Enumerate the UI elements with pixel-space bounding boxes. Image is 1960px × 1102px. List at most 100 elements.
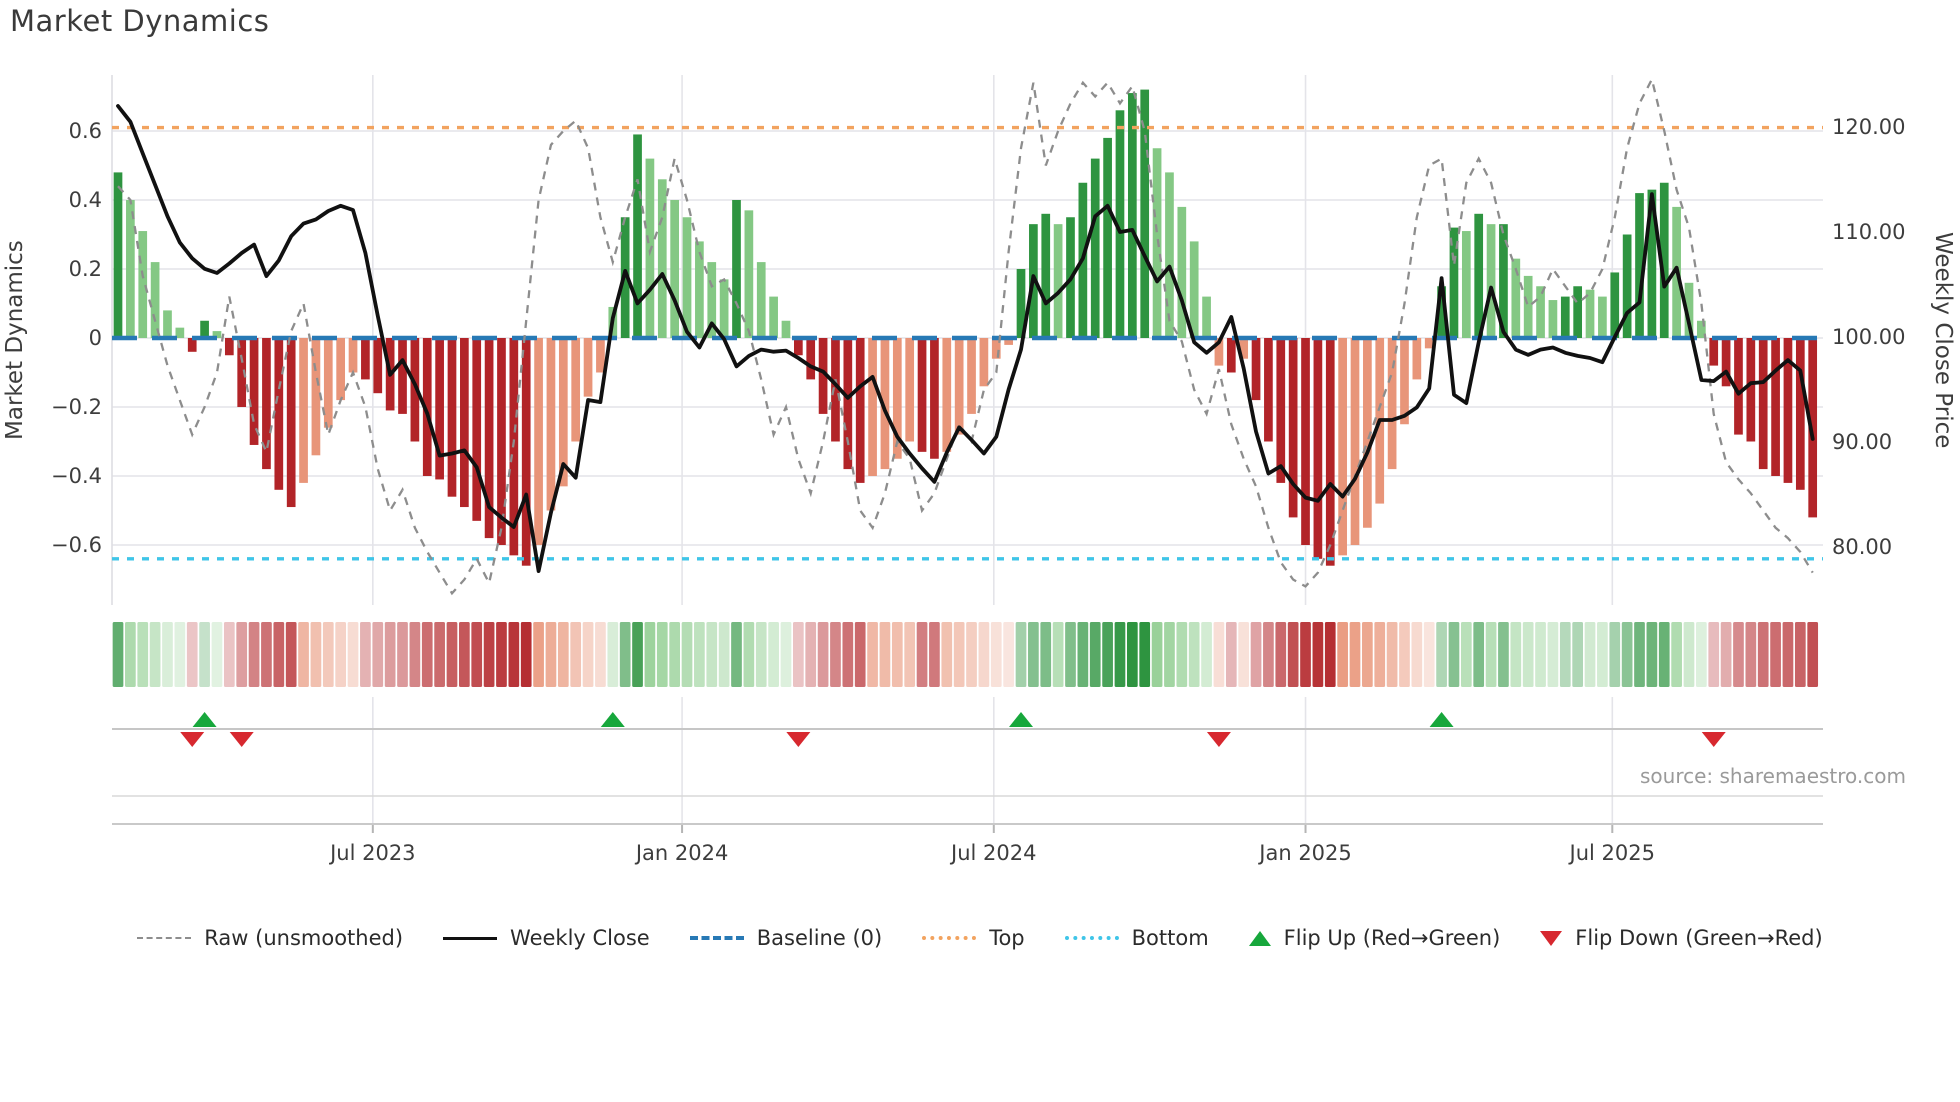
heatmap-cell xyxy=(656,622,668,687)
oscillator-bar xyxy=(534,338,543,545)
heatmap-cell xyxy=(595,622,606,687)
oscillator-bar xyxy=(1226,338,1236,373)
oscillator-bar xyxy=(1412,338,1422,380)
heatmap-cell xyxy=(768,622,779,687)
oscillator-bar xyxy=(336,338,346,401)
flip-up-marker xyxy=(600,712,625,727)
oscillator-bar xyxy=(237,338,247,407)
heatmap-cell xyxy=(681,622,693,687)
heatmap-cell xyxy=(582,622,594,687)
left-axis-title: Market Dynamics xyxy=(2,240,28,440)
heatmap-cell xyxy=(236,622,248,687)
oscillator-bar xyxy=(1004,338,1013,345)
oscillator-bar xyxy=(484,338,494,539)
heatmap-cell xyxy=(731,622,742,687)
heatmap-cell xyxy=(966,622,977,687)
oscillator-bar xyxy=(868,338,877,476)
oscillator-bar xyxy=(1709,338,1719,366)
heatmap-cell xyxy=(879,622,891,687)
heatmap-cell xyxy=(1077,622,1089,687)
heatmap-cell xyxy=(743,622,755,687)
heatmap-cell xyxy=(1733,622,1744,687)
oscillator-bar xyxy=(781,320,791,338)
oscillator-bar xyxy=(855,338,865,483)
heatmap-cell xyxy=(1745,622,1757,687)
heatmap-cell xyxy=(694,622,705,687)
oscillator-bar xyxy=(1511,258,1521,338)
oscillator-bar xyxy=(744,210,754,338)
heatmap-cell xyxy=(718,622,730,687)
heatmap-cell xyxy=(310,622,322,687)
heatmap-cell xyxy=(1782,622,1794,687)
heatmap-cell xyxy=(1213,622,1225,687)
flip-markers xyxy=(180,712,1726,747)
top-line-icon xyxy=(922,936,977,940)
heatmap-cell xyxy=(112,622,124,687)
oscillator-bar xyxy=(224,338,234,356)
flip-down-marker xyxy=(786,732,811,747)
heatmap-cell xyxy=(854,622,866,687)
x-tick-label: Jan 2025 xyxy=(1257,841,1352,865)
oscillator-bar xyxy=(1808,338,1818,518)
left-tick-label: −0.6 xyxy=(51,533,102,557)
heatmap-cell xyxy=(1423,622,1435,687)
legend-label-raw: Raw (unsmoothed) xyxy=(204,926,404,950)
oscillator-bar xyxy=(682,217,692,338)
oscillator-bar xyxy=(1115,110,1125,338)
heatmap-cell xyxy=(174,622,186,687)
heatmap-cell xyxy=(817,622,829,687)
heatmap-cell xyxy=(570,622,582,687)
heatmap-cell xyxy=(446,622,458,687)
heatmap-cell xyxy=(941,622,953,687)
oscillator-bar xyxy=(1585,289,1595,338)
right-tick-label: 100.00 xyxy=(1832,325,1905,349)
legend-label-flip-down: Flip Down (Green→Red) xyxy=(1575,926,1823,950)
oscillator-bar xyxy=(1214,338,1224,366)
oscillator-bar xyxy=(299,338,308,483)
oscillator-bar xyxy=(1721,338,1731,387)
heatmap-cell xyxy=(1399,622,1410,687)
oscillator-bar xyxy=(930,338,939,459)
flip-down-marker xyxy=(180,732,205,747)
legend-label-top: Top xyxy=(989,926,1025,950)
heatmap-cell xyxy=(1547,622,1559,687)
heatmap-cell xyxy=(1696,622,1707,687)
heatmap-cell xyxy=(1052,622,1064,687)
heatmap-cell xyxy=(459,622,470,687)
oscillator-bar xyxy=(126,200,135,338)
oscillator-bar xyxy=(1783,338,1793,483)
weekly-close-line xyxy=(116,104,1815,573)
heatmap-cell xyxy=(1609,622,1621,687)
heatmap-cell xyxy=(1621,622,1633,687)
oscillator-bar xyxy=(1523,275,1533,338)
heatmap-cell xyxy=(1201,622,1212,687)
heatmap-cell xyxy=(1473,622,1485,687)
heatmap-cell xyxy=(619,622,631,687)
oscillator-bar xyxy=(1610,272,1620,338)
heatmap-cell xyxy=(1126,622,1138,687)
oscillator-bar xyxy=(942,338,952,452)
oscillator-bar xyxy=(1103,137,1112,338)
oscillator-bar xyxy=(286,338,296,508)
oscillator-bar xyxy=(892,338,902,459)
legend-label-bottom: Bottom xyxy=(1131,926,1209,950)
heatmap-cell xyxy=(1275,622,1287,687)
oscillator-bar xyxy=(558,338,568,487)
heatmap-cell xyxy=(1374,622,1386,687)
heatmap-cell xyxy=(1671,622,1682,687)
raw-line-icon xyxy=(137,937,192,939)
heatmap-cell xyxy=(1238,622,1250,687)
oscillator-bar xyxy=(695,241,704,338)
oscillator-bar xyxy=(1140,89,1150,338)
heatmap-cell xyxy=(793,622,804,687)
legend-item-weekly-close: Weekly Close xyxy=(443,926,650,950)
heatmap-cell xyxy=(1485,622,1497,687)
oscillator-bar xyxy=(1016,269,1026,338)
oscillator-bar xyxy=(435,338,444,480)
oscillator-bar xyxy=(398,338,407,414)
oscillator-bar xyxy=(1771,338,1780,476)
heatmap-cell xyxy=(397,622,408,687)
oscillator-bar xyxy=(1202,296,1211,338)
